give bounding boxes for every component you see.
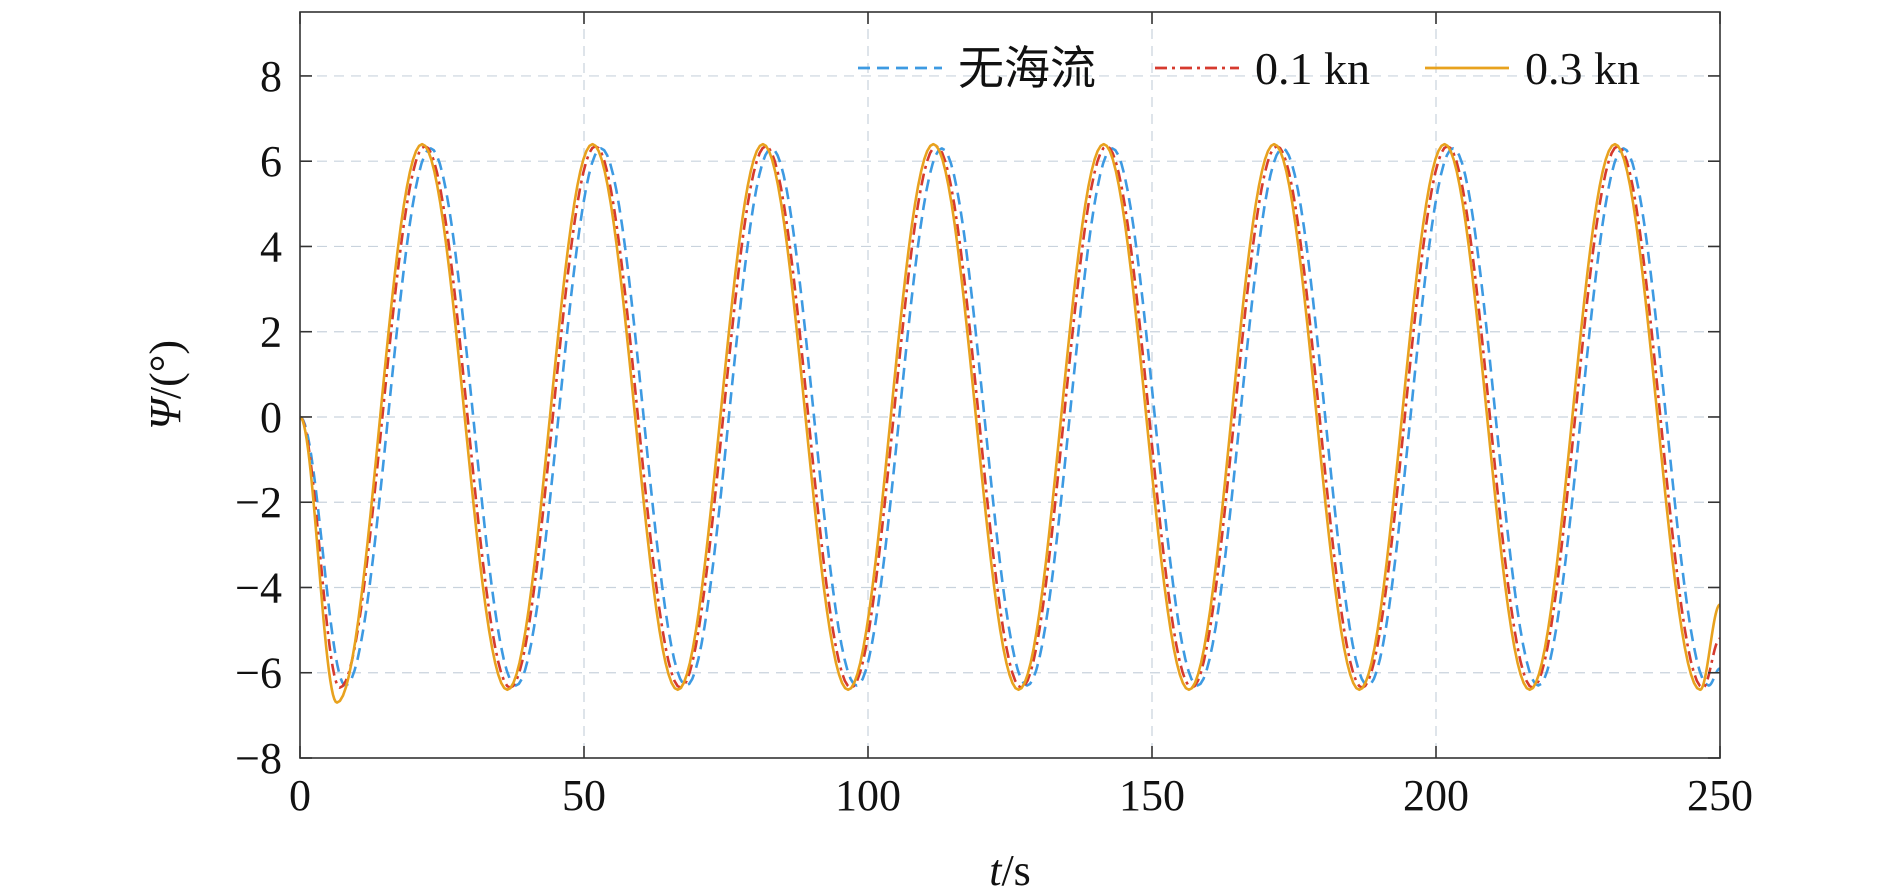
y-axis-label-variable: Ψ [141, 395, 190, 430]
y-axis-label-unit: /(°) [141, 340, 190, 399]
x-axis-label-variable: t [989, 846, 1003, 893]
y-tick-label: 4 [260, 222, 282, 271]
y-tick-label: 8 [260, 52, 282, 101]
series-line-3 [299, 142, 1721, 704]
legend-label-1: 无海流 [958, 43, 1096, 94]
x-axis-label: t/s [989, 846, 1031, 893]
legend-label-2: 0.1 kn [1255, 43, 1370, 94]
y-tick-label: 2 [260, 308, 282, 357]
x-tick-label: 0 [289, 771, 311, 820]
series-line-1 [299, 147, 1721, 687]
series-layer [299, 142, 1721, 704]
y-axis-label: Ψ/(°) [141, 340, 190, 430]
tick-label-layer: 0 50 100 150 200 250 −8 −6 −4 −2 0 2 4 6 8 [235, 52, 1753, 820]
legend: 无海流 0.1 kn 0.3 kn [858, 43, 1640, 94]
x-axis-label-unit: /s [1001, 846, 1030, 893]
y-tick-label: −6 [235, 649, 282, 698]
x-tick-label: 50 [562, 771, 606, 820]
x-tick-label: 200 [1403, 771, 1469, 820]
y-tick-label: 0 [260, 393, 282, 442]
y-tick-label: −2 [235, 478, 282, 527]
x-tick-label: 100 [835, 771, 901, 820]
x-tick-label: 150 [1119, 771, 1185, 820]
plot-frame [299, 11, 1721, 759]
tick-layer [299, 12, 1721, 759]
grid-layer [300, 12, 1720, 758]
y-tick-label: 6 [260, 137, 282, 186]
y-tick-label: −4 [235, 563, 282, 612]
y-tick-label: −8 [235, 734, 282, 783]
x-tick-label: 250 [1687, 771, 1753, 820]
legend-label-3: 0.3 kn [1525, 43, 1640, 94]
